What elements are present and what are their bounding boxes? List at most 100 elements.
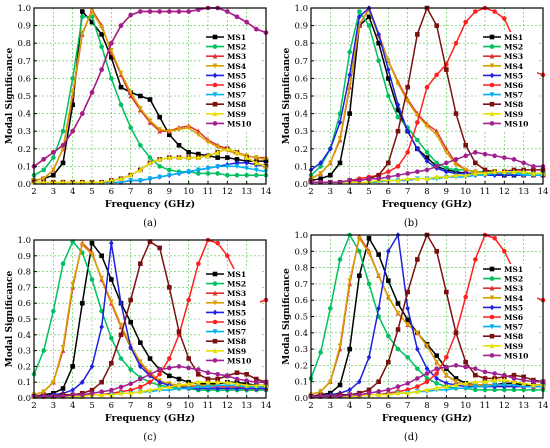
data-point-MS4 [109,299,114,305]
data-point-MS2 [99,44,104,50]
data-point-MS10 [366,390,372,396]
data-point-MS10 [128,381,133,387]
legend-label-MS4: MS4 [227,62,246,71]
data-point-MS10 [254,26,259,32]
data-point-MS6 [386,169,391,174]
legend-label-MS2: MS2 [504,275,523,284]
data-point-MS9 [60,179,66,185]
data-point-MS2 [70,76,75,81]
data-point-MS1 [70,102,75,108]
legend-marker-MS10 [212,358,218,363]
data-point-MS6 [502,249,507,254]
data-point-MS10 [51,150,56,155]
data-point-MS2 [386,93,391,99]
data-point-MS9 [405,390,410,396]
legend-label-MS10: MS10 [504,351,528,360]
data-point-MS2 [453,167,459,173]
data-point-MS9 [502,377,507,383]
legend-label-MS1: MS1 [227,270,246,279]
x-tick-label: 11 [480,401,491,411]
data-point-MS8 [205,376,211,382]
y-tick-label: 0.9 [294,247,308,257]
data-point-MS10 [128,12,133,18]
x-tick-label: 12 [499,401,510,411]
data-point-MS10 [70,128,75,134]
y-tick-label: 0.7 [17,283,31,293]
data-point-MS2 [395,346,401,352]
data-point-MS1 [347,111,352,116]
data-point-MS10 [482,369,488,375]
data-point-MS5 [415,146,420,152]
x-tick-label: 3 [328,401,333,411]
data-point-MS4 [254,155,259,161]
data-point-MS5 [89,363,95,370]
data-point-MS10 [492,371,497,376]
legend-label-MS1: MS1 [504,33,523,42]
data-point-MS7 [186,386,191,392]
data-point-MS7 [118,179,124,186]
data-point-MS9 [118,175,124,182]
data-point-MS2 [511,387,517,393]
data-point-MS10 [225,9,230,14]
data-point-MS7 [521,172,526,178]
x-tick-label: 9 [444,401,449,411]
legend-label-MS10: MS10 [227,356,251,365]
x-tick-label: 12 [222,401,233,411]
data-point-MS10 [492,153,497,159]
data-point-MS9 [186,380,191,387]
data-point-MS8 [473,372,478,378]
data-point-MS4 [453,162,459,168]
data-point-MS4 [395,310,401,317]
data-point-MS10 [109,40,114,46]
x-tick-label: 5 [366,187,371,197]
data-point-MS2 [147,155,153,160]
data-point-MS8 [186,356,191,361]
data-point-MS10 [118,384,124,390]
data-point-MS4 [70,281,75,288]
data-point-MS9 [254,160,259,166]
legend-label-MS6: MS6 [227,81,246,90]
y-tick-label: 0.9 [17,22,31,32]
data-point-MS2 [89,277,95,282]
y-tick-label: 0.4 [17,331,31,341]
data-point-MS8 [395,327,401,332]
data-point-MS9 [415,388,420,394]
data-point-MS4 [99,25,104,31]
data-point-MS10 [366,176,372,182]
data-point-MS7 [167,172,172,178]
legend-marker-MS7 [489,92,495,98]
legend-marker-MS5 [212,72,218,79]
data-point-MS8 [167,285,172,290]
data-point-MS2 [473,387,478,393]
data-point-MS1 [347,346,352,352]
data-point-MS8 [405,289,410,295]
legend-box [479,32,537,132]
data-point-MS1 [366,235,372,241]
data-point-MS1 [225,155,230,160]
data-point-MS8 [463,142,468,148]
data-point-MS5 [99,324,104,330]
data-point-MS10 [205,370,211,376]
y-tick-label: 0.1 [294,378,308,388]
data-point-MS2 [415,137,420,143]
legend-marker-MS4 [489,295,495,301]
data-point-MS8 [254,376,259,382]
data-point-MS5 [138,363,143,370]
data-point-MS9 [205,153,211,159]
x-tick-label: 12 [499,187,510,197]
data-point-MS10 [234,376,240,382]
data-point-MS9 [254,382,259,388]
legend-marker-MS6 [489,314,495,320]
x-axis-label: Frequency (GHz) [382,413,472,424]
data-point-MS6 [186,297,191,303]
data-point-MS8 [434,23,439,28]
data-point-MS1 [89,19,95,25]
data-point-MS10 [176,9,182,14]
data-point-MS9 [234,380,240,387]
data-point-MS9 [463,380,468,386]
data-point-MS4 [386,294,391,300]
data-point-MS5 [424,365,430,372]
data-point-MS5 [347,387,352,393]
y-axis-label: Modal Significance [282,48,292,145]
data-point-MS9 [215,379,220,385]
